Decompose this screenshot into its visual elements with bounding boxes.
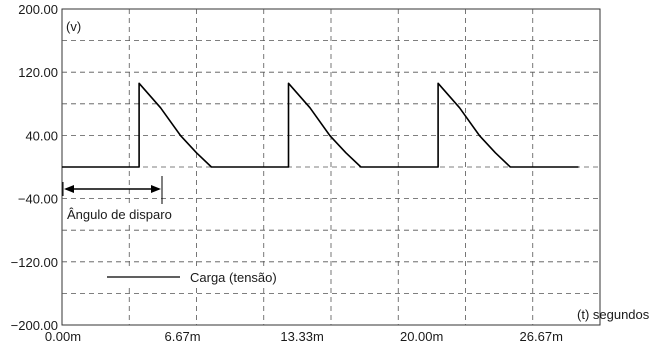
x-axis-ticks: 0.00m 6.67m 13.33m 20.00m 26.67m bbox=[45, 329, 563, 344]
annotation-label-bg bbox=[64, 204, 192, 224]
y-tick-label: 40.00 bbox=[25, 128, 58, 143]
series-line-carga bbox=[62, 82, 579, 168]
x-tick-label: 0.00m bbox=[45, 329, 81, 344]
x-tick-label: 20.00m bbox=[400, 329, 443, 344]
y-axis-label: (v) bbox=[66, 19, 81, 34]
y-tick-label: −120.00 bbox=[11, 255, 58, 270]
x-tick-label: 13.33m bbox=[280, 329, 323, 344]
y-axis-ticks: 200.00 120.00 40.00 −40.00 −120.00 −200.00 bbox=[11, 2, 58, 333]
legend-bg bbox=[103, 266, 303, 286]
legend-label: Carga (tensão) bbox=[190, 270, 277, 285]
x-tick-label: 26.67m bbox=[520, 329, 563, 344]
y-tick-label: −200.00 bbox=[11, 318, 58, 333]
y-tick-label: 120.00 bbox=[18, 65, 58, 80]
legend: Carga (tensão) bbox=[103, 266, 303, 286]
annotation-arrowhead-left bbox=[64, 185, 74, 193]
series-layer bbox=[62, 82, 579, 168]
annotation-arrowhead-right bbox=[151, 185, 161, 193]
y-tick-label: 200.00 bbox=[18, 2, 58, 17]
y-tick-label: −40.00 bbox=[18, 192, 58, 207]
annotation-firing-angle: Ângulo de disparo bbox=[62, 176, 192, 224]
annotation-label: Ângulo de disparo bbox=[67, 207, 172, 222]
x-tick-label: 6.67m bbox=[164, 329, 200, 344]
x-axis-label: (t) segundos bbox=[577, 307, 650, 322]
